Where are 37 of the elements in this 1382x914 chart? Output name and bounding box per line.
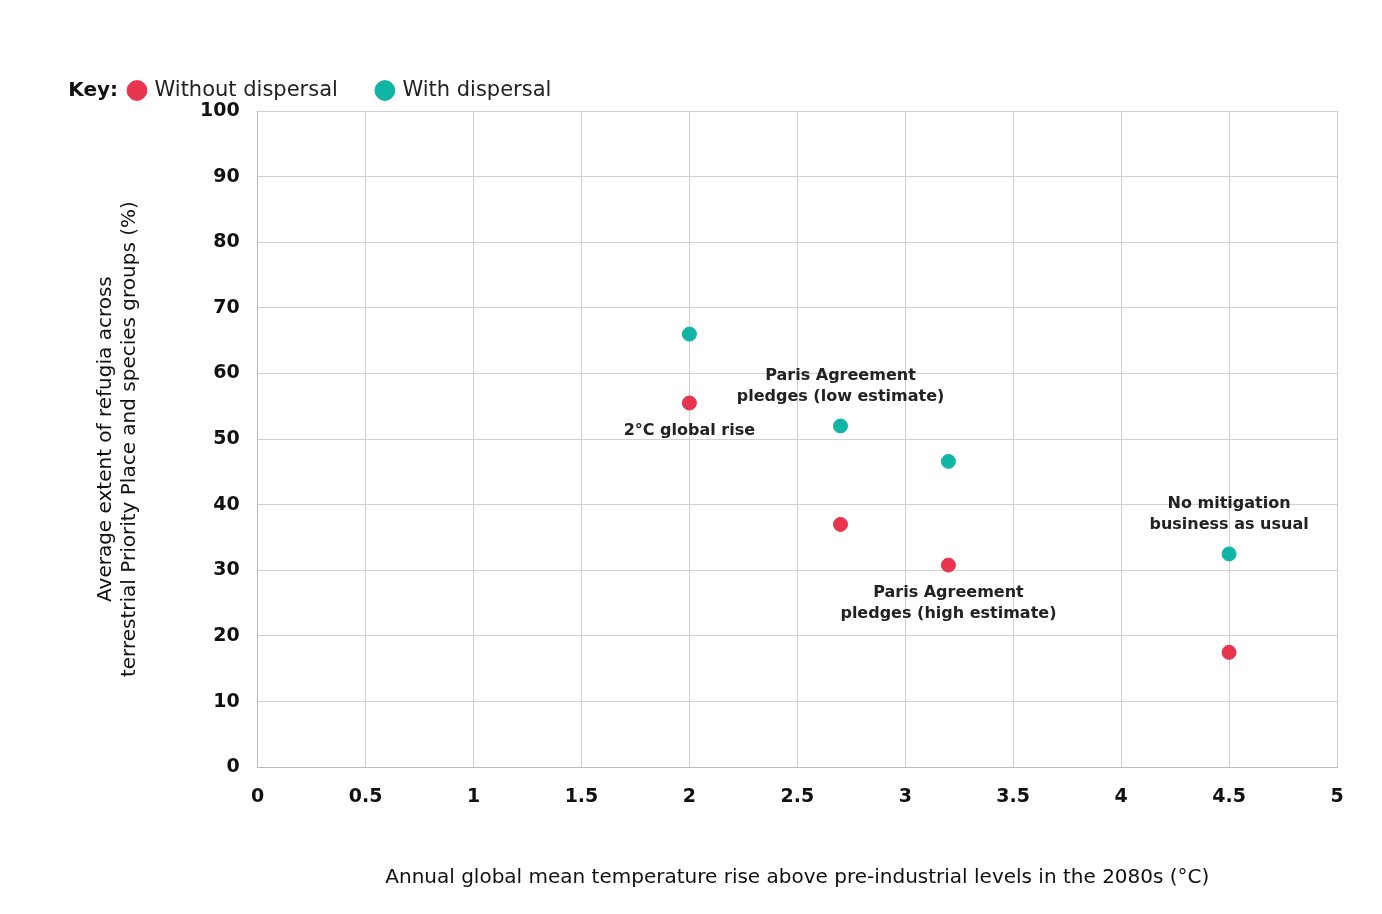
point [681,395,697,411]
x-tick-label: 4.5 [1212,783,1246,806]
y-tick-label: 20 [213,622,240,645]
x-tick-label: 1.5 [564,783,599,806]
annotation: No mitigation business as usual [1149,493,1309,534]
point [940,453,956,469]
point [681,326,697,342]
annotation: Paris Agreement pledges (low estimate) [736,365,945,406]
x-axis-title: Annual global mean temperature rise above pre-industrial levels in the 2080s (°C) [385,864,1210,889]
annotation: 2°C global rise [623,420,756,440]
y-tick-label: 0 [226,754,240,777]
point [1221,546,1237,562]
legend-title: Key: [68,76,118,101]
x-tick-label: 0 [251,783,265,806]
annotation: Paris Agreement pledges (high estimate) [840,582,1057,623]
y-tick-label: 30 [213,557,240,580]
point [833,418,848,434]
y-tick-label: 60 [213,360,240,383]
x-tick-label: 3.5 [996,783,1031,806]
y-axis-title: Average extent of refugia across terrestrial Priority Place and species groups (%) [92,201,141,678]
y-tick-label: 50 [213,426,240,449]
y-tick-label: 40 [213,491,240,514]
legend-label: With dispersal [402,76,552,101]
x-tick-label: 2 [682,783,697,806]
y-tick-label: 10 [213,688,240,711]
x-tick-label: 0.5 [348,783,383,806]
y-tick-label: 80 [213,229,240,252]
x-tick-label: 2.5 [780,783,815,806]
point [833,516,848,532]
y-tick-label: 70 [213,294,240,317]
y-tick-label: 90 [213,163,240,186]
x-tick-label: 5 [1330,783,1344,806]
x-tick-label: 4 [1114,783,1128,806]
point [1221,644,1237,660]
x-tick-label: 3 [898,783,912,806]
point [940,557,956,573]
x-tick-label: 1 [466,783,481,806]
